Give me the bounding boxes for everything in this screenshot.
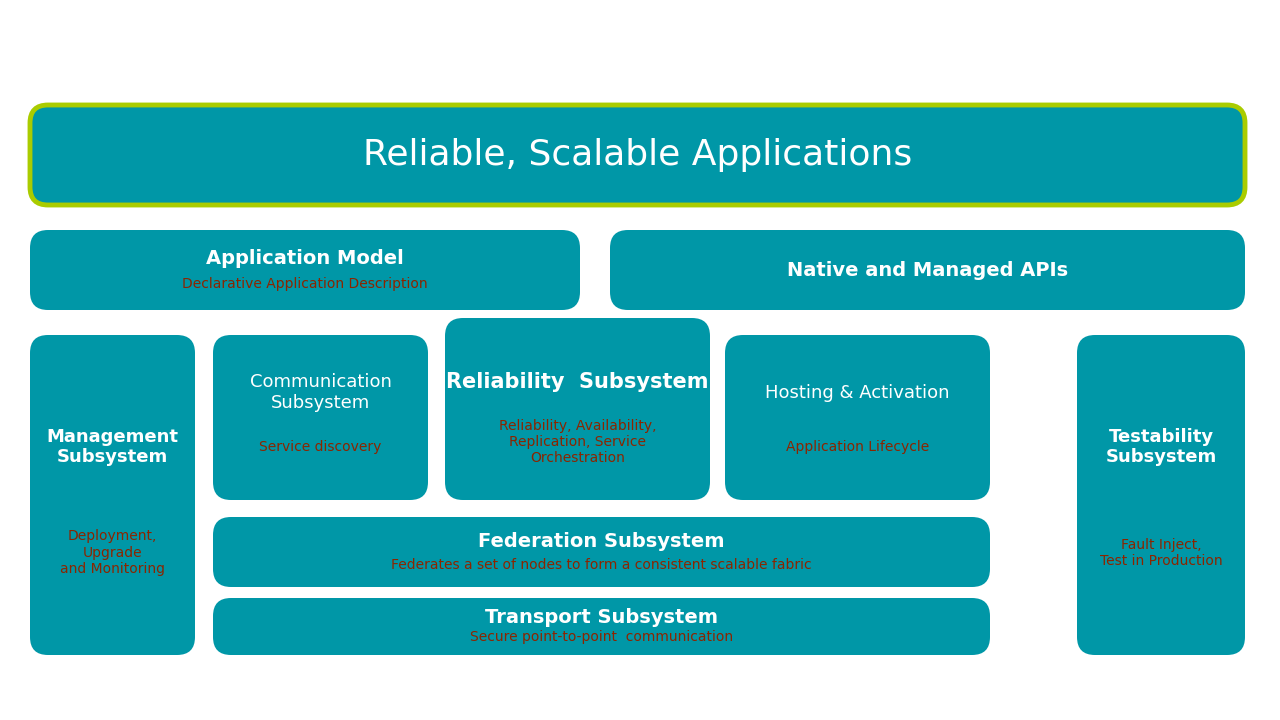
- Text: Application Model: Application Model: [206, 248, 404, 268]
- FancyBboxPatch shape: [212, 517, 989, 587]
- Text: Communication
Subsystem: Communication Subsystem: [250, 374, 392, 412]
- FancyBboxPatch shape: [29, 230, 580, 310]
- FancyBboxPatch shape: [724, 335, 989, 500]
- Text: Native and Managed APIs: Native and Managed APIs: [787, 261, 1068, 279]
- Text: Hosting & Activation: Hosting & Activation: [765, 384, 950, 402]
- Text: Application Lifecycle: Application Lifecycle: [786, 440, 929, 454]
- FancyBboxPatch shape: [212, 598, 989, 655]
- Text: Secure point-to-point  communication: Secure point-to-point communication: [470, 630, 733, 644]
- Text: Reliable, Scalable Applications: Reliable, Scalable Applications: [362, 138, 913, 172]
- Text: Reliability  Subsystem: Reliability Subsystem: [447, 372, 709, 392]
- Text: Transport Subsystem: Transport Subsystem: [485, 608, 718, 627]
- FancyBboxPatch shape: [445, 318, 710, 500]
- FancyBboxPatch shape: [29, 105, 1245, 205]
- Text: Reliability, Availability,
Replication, Service
Orchestration: Reliability, Availability, Replication, …: [499, 418, 657, 465]
- Text: Testability
Subsystem: Testability Subsystem: [1106, 428, 1216, 467]
- FancyBboxPatch shape: [611, 230, 1245, 310]
- Text: Management
Subsystem: Management Subsystem: [46, 428, 178, 467]
- Text: Declarative Application Description: Declarative Application Description: [182, 277, 428, 292]
- Text: Deployment,
Upgrade
and Monitoring: Deployment, Upgrade and Monitoring: [60, 529, 165, 576]
- FancyBboxPatch shape: [29, 335, 195, 655]
- Text: Service discovery: Service discovery: [260, 440, 381, 454]
- FancyBboxPatch shape: [212, 335, 428, 500]
- FancyBboxPatch shape: [1076, 335, 1245, 655]
- Text: Federates a set of nodes to form a consistent scalable fabric: Federates a set of nodes to form a consi…: [392, 557, 812, 572]
- Text: Fault Inject,
Test in Production: Fault Inject, Test in Production: [1100, 538, 1222, 567]
- Text: Federation Subsystem: Federation Subsystem: [479, 532, 724, 551]
